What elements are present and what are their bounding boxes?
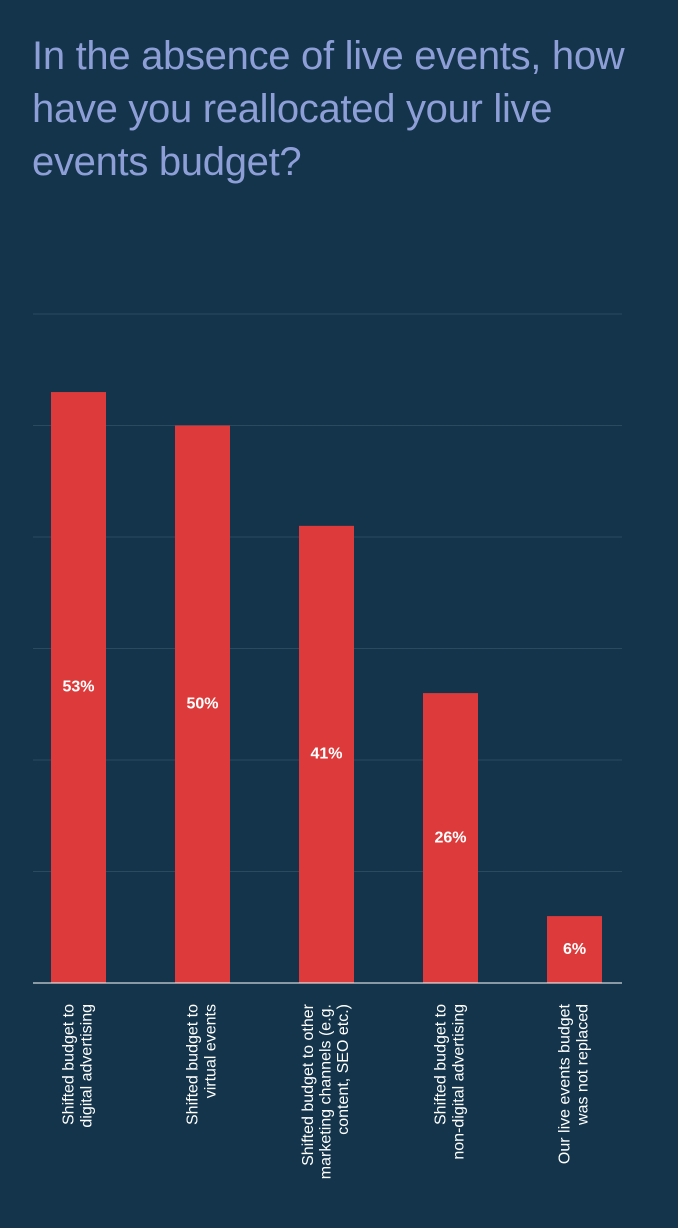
value-label: 6% bbox=[563, 941, 586, 958]
bar bbox=[547, 916, 602, 983]
x-tick-label: Shifted budget tovirtual events bbox=[185, 1004, 220, 1125]
bar bbox=[175, 425, 230, 983]
x-tick-label: Shifted budget tonon-digital advertising bbox=[433, 1004, 468, 1160]
value-label: 50% bbox=[186, 695, 218, 712]
bar bbox=[51, 392, 106, 983]
x-tick-label: Our live events budgetwas not replaced bbox=[557, 1003, 592, 1164]
value-label: 53% bbox=[62, 679, 94, 696]
x-tick-label: Shifted budget to othermarketing channel… bbox=[300, 1003, 352, 1179]
chart-title: In the absence of live events, how have … bbox=[32, 34, 625, 184]
value-label: 26% bbox=[434, 829, 466, 846]
x-tick-label: Shifted budget todigital advertising bbox=[61, 1004, 96, 1128]
bar bbox=[423, 693, 478, 983]
bar bbox=[299, 525, 354, 983]
value-label: 41% bbox=[310, 746, 342, 763]
